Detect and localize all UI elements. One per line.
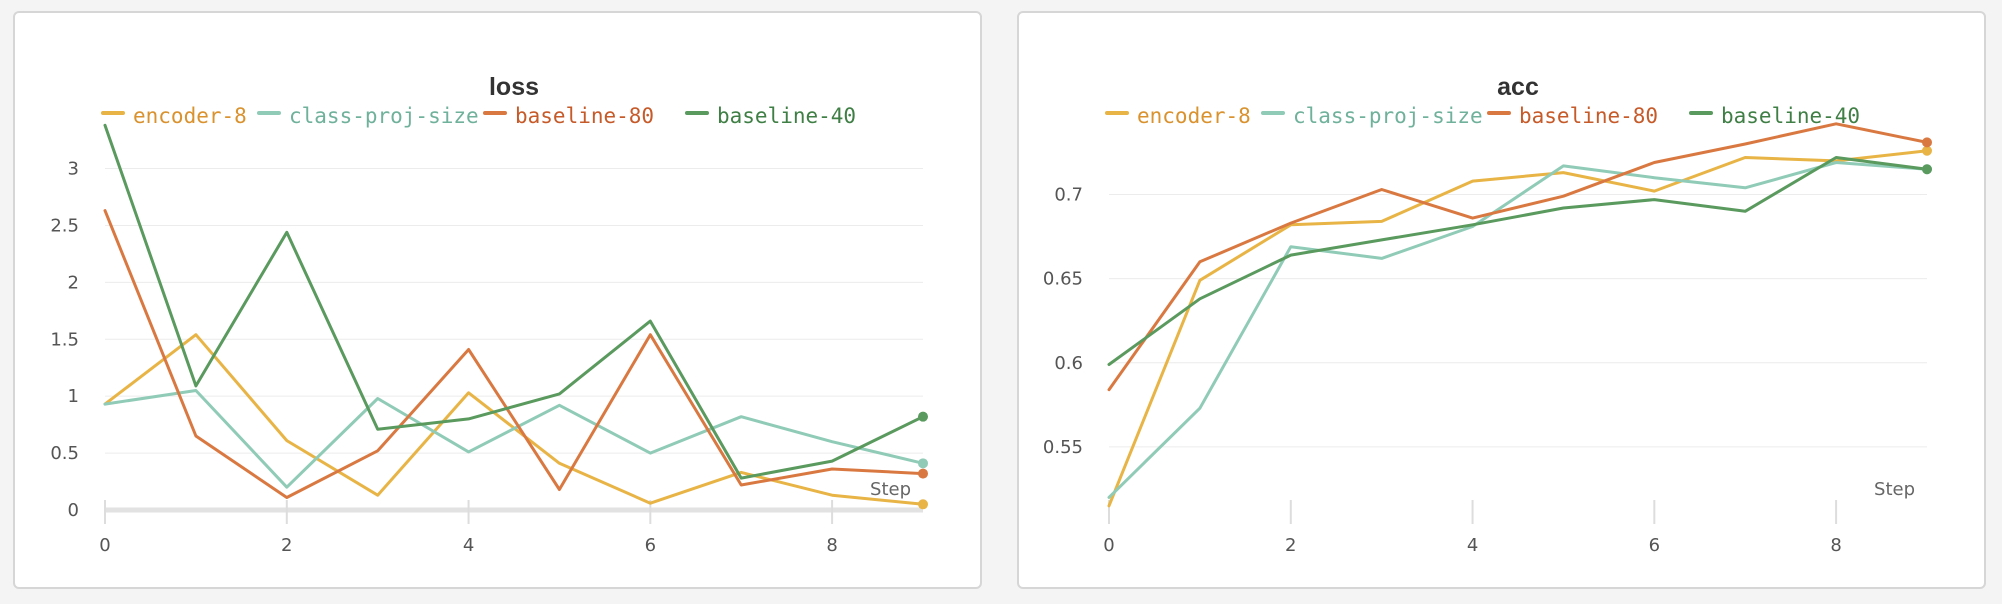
series-line-baseline-40[interactable] <box>103 123 925 480</box>
acc-x-tick-label: 4 <box>1467 535 1478 556</box>
acc-y-tick-label: 0.55 <box>1043 437 1083 458</box>
legend-item-encoder-8[interactable]: encoder-8 <box>1105 104 1251 128</box>
loss-y-tick-label: 0 <box>68 500 79 521</box>
loss-x-tick-label: 6 <box>645 535 656 556</box>
acc-x-tick-label: 2 <box>1285 535 1296 556</box>
acc-x-tick-label: 8 <box>1830 535 1841 556</box>
acc-y-tick-label: 0.7 <box>1054 185 1083 206</box>
series-line-encoder-8[interactable] <box>1107 149 1929 508</box>
loss-x-tick-label: 8 <box>826 535 837 556</box>
acc-y-tick-label: 0.65 <box>1043 269 1083 290</box>
acc-x-tick-label: 0 <box>1103 535 1114 556</box>
series-end-marker-encoder-8 <box>918 499 928 510</box>
legend-item-class-proj-size[interactable]: class-proj-size <box>257 104 479 128</box>
loss-y-tick-label: 1 <box>68 386 79 407</box>
series-line-class-proj-size[interactable] <box>103 389 925 489</box>
acc-chart-title: acc <box>1497 73 1539 101</box>
series-end-marker-baseline-80 <box>918 468 928 479</box>
legend-item-encoder-8[interactable]: encoder-8 <box>101 104 247 128</box>
legend-item-class-proj-size[interactable]: class-proj-size <box>1261 104 1483 128</box>
legend-label-baseline-80: baseline-80 <box>1519 104 1658 128</box>
loss-x-tick-label: 4 <box>463 535 474 556</box>
series-end-marker-encoder-8 <box>1922 145 1932 156</box>
legend-label-class-proj-size: class-proj-size <box>289 104 479 128</box>
legend-label-encoder-8: encoder-8 <box>1137 104 1251 128</box>
series-line-baseline-80[interactable] <box>1107 122 1929 392</box>
legend-item-baseline-80[interactable]: baseline-80 <box>1487 104 1658 128</box>
loss-y-tick-label: 2 <box>68 272 79 293</box>
legend-label-baseline-80: baseline-80 <box>515 104 654 128</box>
acc-x-axis-label: Step <box>1874 479 1915 500</box>
legend-item-baseline-80[interactable]: baseline-80 <box>483 104 654 128</box>
series-end-marker-baseline-40 <box>1922 164 1932 175</box>
loss-chart-title: loss <box>489 73 539 101</box>
series-end-marker-baseline-40 <box>918 411 928 422</box>
series-end-marker-class-proj-size <box>918 458 928 469</box>
legend-label-class-proj-size: class-proj-size <box>1293 104 1483 128</box>
loss-y-tick-label: 3 <box>68 159 79 180</box>
series-line-class-proj-size[interactable] <box>1107 161 1929 499</box>
loss-x-tick-label: 2 <box>281 535 292 556</box>
loss-y-tick-label: 0.5 <box>50 443 79 464</box>
legend-item-baseline-40[interactable]: baseline-40 <box>685 104 856 128</box>
acc-y-tick-label: 0.6 <box>1054 353 1083 374</box>
loss-chart-panel[interactable]: loss encoder-8 class-proj-size baseline-80 b… <box>13 11 982 589</box>
acc-x-tick-label: 6 <box>1649 535 1660 556</box>
series-end-marker-baseline-80 <box>1922 137 1932 148</box>
loss-x-tick-label: 0 <box>99 535 110 556</box>
loss-y-tick-label: 2.5 <box>50 215 79 236</box>
acc-chart-panel[interactable]: acc encoder-8 class-proj-size baseline-80 ba… <box>1017 11 1986 589</box>
loss-chart: loss encoder-8 class-proj-size baseline-80 b… <box>50 73 928 556</box>
loss-x-axis-label: Step <box>870 479 911 500</box>
loss-y-tick-label: 1.5 <box>50 329 79 350</box>
series-line-baseline-40[interactable] <box>1107 156 1929 366</box>
legend-label-baseline-40: baseline-40 <box>717 104 856 128</box>
series-line-baseline-80[interactable] <box>103 209 925 499</box>
legend-label-encoder-8: encoder-8 <box>133 104 247 128</box>
